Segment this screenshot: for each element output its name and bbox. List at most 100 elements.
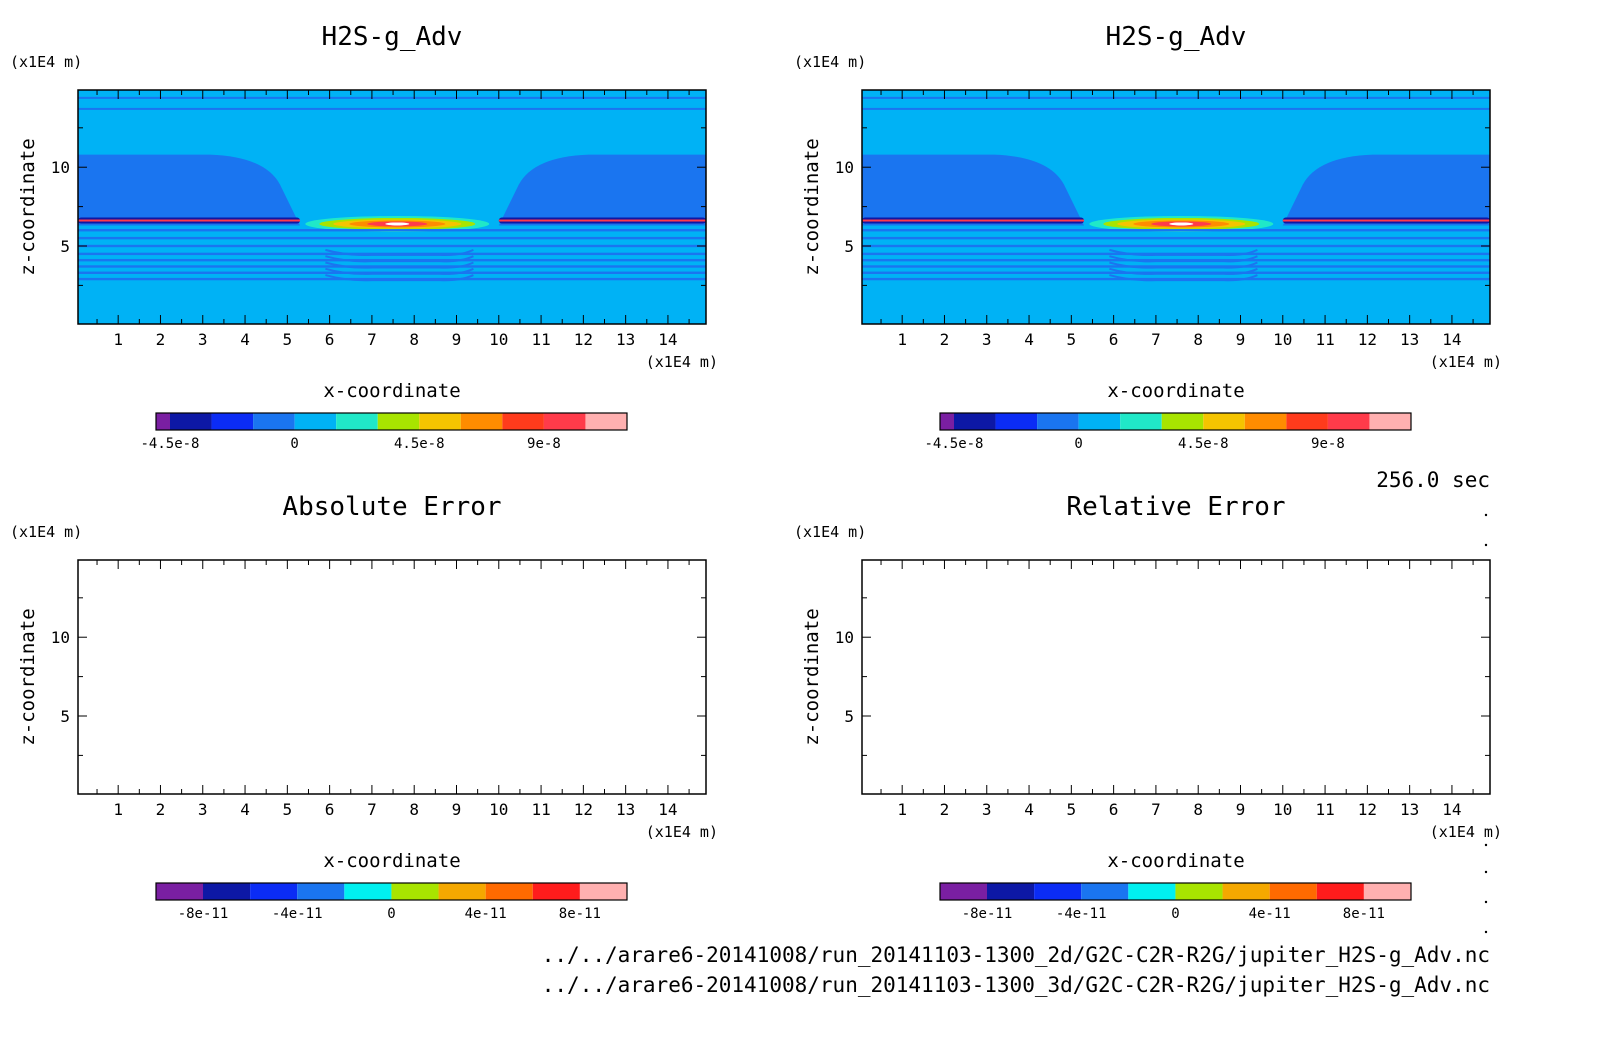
margin-dot bbox=[1484, 870, 1488, 874]
file-path-2d: ../../arare6-20141008/run_20141103-1300_… bbox=[542, 943, 1490, 967]
y-tick-label: 10 bbox=[51, 158, 70, 177]
x-tick-label: 11 bbox=[1315, 800, 1334, 819]
x-tick-label: 2 bbox=[940, 800, 950, 819]
colorbar-tick-label: -8e-11 bbox=[962, 906, 1013, 922]
colorbar-swatch bbox=[1037, 413, 1079, 430]
contour-stripe bbox=[78, 236, 706, 240]
contour-bend bbox=[325, 274, 474, 282]
colorbar-tick-label: -4.5e-8 bbox=[140, 436, 199, 452]
x-tick-label: 2 bbox=[156, 800, 166, 819]
x-tick-label: 5 bbox=[283, 800, 293, 819]
x-tick-label: 1 bbox=[113, 800, 123, 819]
x-tick-label: 6 bbox=[325, 330, 335, 349]
margin-dot bbox=[1484, 843, 1488, 847]
y-unit-label: (x1E4 m) bbox=[10, 53, 82, 71]
contour-line bbox=[78, 107, 706, 110]
x-tick-label: 10 bbox=[1273, 800, 1292, 819]
colorbar-tick-label: -4e-11 bbox=[1056, 906, 1107, 922]
x-tick-label: 6 bbox=[1109, 800, 1119, 819]
colorbar-swatch bbox=[336, 413, 378, 430]
plot-frame bbox=[77, 559, 707, 795]
x-tick-label: 8 bbox=[409, 330, 419, 349]
y-tick-label: 5 bbox=[60, 237, 70, 256]
x-tick-label: 5 bbox=[1067, 800, 1077, 819]
colorbar-swatch bbox=[1316, 883, 1364, 900]
colorbar-tick-label: 0 bbox=[387, 906, 395, 922]
y-tick-label: 10 bbox=[835, 628, 854, 647]
negative-core-line bbox=[1282, 219, 1490, 222]
panel-4: Relative Error (x1E4 m) (x1E4 m) x-coordina… bbox=[794, 492, 1502, 922]
contour-bend bbox=[1109, 267, 1258, 275]
colorbar-swatch bbox=[1222, 883, 1270, 900]
colorbar-swatch bbox=[170, 413, 212, 430]
y-tick-label: 5 bbox=[60, 707, 70, 726]
x-axis-label: x-coordinate bbox=[1107, 850, 1244, 872]
x-tick-label: 13 bbox=[616, 330, 635, 349]
colorbar-swatch bbox=[1128, 883, 1176, 900]
x-tick-label: 9 bbox=[452, 330, 462, 349]
x-tick-label: 8 bbox=[1193, 800, 1203, 819]
x-tick-label: 10 bbox=[1273, 330, 1292, 349]
contour-bend bbox=[325, 255, 474, 263]
y-tick-label: 10 bbox=[835, 158, 854, 177]
x-tick-label: 1 bbox=[113, 330, 123, 349]
negative-lobe bbox=[78, 154, 301, 226]
colorbar-tick-label: 4e-11 bbox=[1249, 906, 1291, 922]
colorbar-swatch bbox=[203, 883, 251, 900]
colorbar-swatch bbox=[344, 883, 392, 900]
colorbar-frame bbox=[939, 412, 1412, 431]
x-tick-label: 4 bbox=[240, 800, 250, 819]
x-tick-label: 2 bbox=[156, 330, 166, 349]
x-tick-label: 5 bbox=[283, 330, 293, 349]
contour-field bbox=[862, 90, 1490, 324]
x-tick-label: 7 bbox=[1151, 330, 1161, 349]
colorbar-frame bbox=[939, 882, 1412, 901]
colorbar-tick-label: 9e-8 bbox=[527, 436, 561, 452]
x-tick-label: 12 bbox=[574, 330, 593, 349]
time-label: 256.0 sec bbox=[1376, 468, 1490, 492]
colorbar-swatch bbox=[156, 413, 170, 430]
x-tick-label: 8 bbox=[409, 800, 419, 819]
x-tick-label: 14 bbox=[1442, 330, 1461, 349]
contour-bend bbox=[1109, 255, 1258, 263]
x-unit-label: (x1E4 m) bbox=[1430, 353, 1502, 371]
positive-peak-center bbox=[385, 222, 410, 226]
colorbar-swatch bbox=[995, 413, 1038, 430]
x-tick-label: 11 bbox=[1315, 330, 1334, 349]
colorbar-swatch bbox=[954, 413, 996, 430]
y-unit-label: (x1E4 m) bbox=[794, 523, 866, 541]
x-tick-label: 1 bbox=[897, 330, 907, 349]
negative-core-line bbox=[862, 219, 1085, 222]
panel-1: H2S-g_Adv (x1E4 m) (x1E4 m) x-coordinate z-c… bbox=[10, 22, 718, 452]
colorbar-swatch bbox=[253, 413, 295, 430]
colorbar-swatch bbox=[1120, 413, 1162, 430]
x-unit-label: (x1E4 m) bbox=[646, 823, 718, 841]
colorbar-swatch bbox=[1244, 413, 1287, 430]
x-tick-label: 14 bbox=[658, 800, 677, 819]
panel-3: Absolute Error (x1E4 m) (x1E4 m) x-coordina… bbox=[10, 492, 718, 922]
x-tick-label: 3 bbox=[198, 800, 208, 819]
colorbar-swatch bbox=[485, 883, 533, 900]
x-unit-label: (x1E4 m) bbox=[1430, 823, 1502, 841]
colorbar: -8e-11 -4e-11 0 4e-11 8e-11 bbox=[155, 882, 628, 922]
x-tick-label: 3 bbox=[982, 800, 992, 819]
x-axis-label: x-coordinate bbox=[323, 850, 460, 872]
negative-core-line bbox=[498, 219, 706, 222]
contour-stripe bbox=[78, 229, 706, 232]
colorbar-swatch bbox=[579, 883, 627, 900]
colorbar: -8e-11 -4e-11 0 4e-11 8e-11 bbox=[939, 882, 1412, 922]
x-axis-label: x-coordinate bbox=[1107, 380, 1244, 402]
negative-core-line bbox=[78, 219, 301, 222]
colorbar-tick-label: -4e-11 bbox=[272, 906, 323, 922]
x-tick-label: 1 bbox=[897, 800, 907, 819]
colorbar-tick-label: 8e-11 bbox=[1343, 906, 1385, 922]
colorbar-frame bbox=[155, 882, 628, 901]
x-tick-label: 9 bbox=[1236, 800, 1246, 819]
x-tick-label: 13 bbox=[1400, 800, 1419, 819]
contour-bend bbox=[1109, 248, 1258, 257]
x-tick-label: 7 bbox=[367, 330, 377, 349]
colorbar-swatch bbox=[294, 413, 337, 430]
x-tick-label: 9 bbox=[1236, 330, 1246, 349]
positive-peak-center bbox=[1169, 222, 1194, 226]
